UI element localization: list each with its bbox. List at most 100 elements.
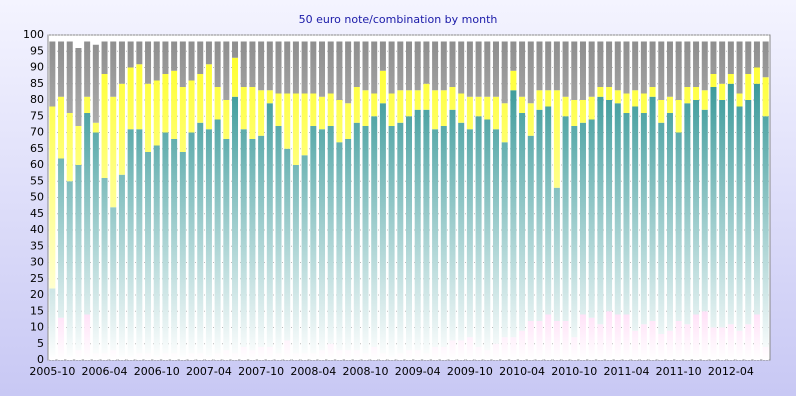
bar-segment (632, 41, 639, 91)
bar-segment (162, 74, 169, 133)
bar-segment (101, 353, 108, 360)
bar-segment (536, 90, 543, 110)
bar-segment (719, 41, 726, 84)
bar-segment (145, 353, 152, 360)
bar-segment (545, 314, 552, 360)
bar-segment (510, 337, 517, 360)
bar-segment (240, 87, 247, 130)
bar-segment (319, 96, 326, 130)
x-tick-label: 2009-04 (395, 365, 441, 378)
bar-segment (701, 311, 708, 360)
x-tick-label: 2007-04 (186, 365, 232, 378)
bar-segment (292, 353, 299, 360)
bar-segment (597, 324, 604, 360)
bar-segment (188, 132, 195, 354)
bar-segment (492, 41, 499, 97)
bar-segment (527, 135, 534, 321)
bar-segment (249, 87, 256, 139)
bar-segment (484, 41, 491, 97)
bar-segment (519, 41, 526, 97)
bar-segment (597, 41, 604, 87)
bar-segment (414, 41, 421, 91)
bar-segment (275, 41, 282, 94)
bar-segment (571, 126, 578, 338)
bar-segment (397, 122, 404, 354)
bar-segment (362, 353, 369, 360)
y-tick-label: 60 (30, 158, 44, 171)
bar-segment (136, 41, 143, 65)
bar-segment (649, 321, 656, 360)
bar-segment (310, 41, 317, 94)
bar-segment (179, 87, 186, 152)
bar-segment (162, 41, 169, 74)
chart-title: 50 euro note/combination by month (299, 13, 498, 26)
bar-segment (232, 353, 239, 360)
bar-segment (571, 100, 578, 126)
bar-segment (353, 350, 360, 360)
bar-segment (588, 96, 595, 120)
bar-segment (66, 356, 73, 360)
bar-segment (232, 96, 239, 354)
bar-segment (736, 330, 743, 360)
y-tick-label: 20 (30, 288, 44, 301)
bar-segment (49, 106, 56, 289)
bar-segment (240, 41, 247, 87)
bar-segment (753, 67, 760, 84)
bar-segment (118, 41, 125, 84)
bar-segment (545, 41, 552, 91)
bar-segment (579, 41, 586, 100)
bar-segment (727, 83, 734, 325)
bar-segment (406, 116, 412, 351)
bar-segment (710, 41, 717, 74)
bar-segment (197, 122, 204, 354)
bar-segment (449, 340, 456, 360)
bar-segment (675, 132, 682, 321)
bar-segment (432, 90, 439, 130)
bar-segment (101, 178, 108, 354)
bar-segment (336, 41, 343, 100)
bar-segment (501, 41, 508, 104)
bar-segment (153, 145, 160, 357)
bar-segment (588, 317, 595, 360)
bar-segment (284, 41, 291, 94)
bar-segment (440, 41, 447, 91)
bar-segment (458, 93, 465, 123)
bar-segment (92, 132, 99, 354)
bar-segment (284, 148, 291, 341)
bar-segment (701, 41, 708, 91)
bar-segment (649, 96, 656, 321)
bar-segment (371, 41, 378, 94)
bar-segment (275, 353, 282, 360)
bar-segment (301, 93, 308, 156)
bar-segment (223, 139, 230, 351)
bar-segment (258, 347, 265, 360)
bar-segment (545, 106, 552, 315)
bar-segment (423, 41, 430, 84)
bar-segment (388, 93, 395, 126)
bar-segment (301, 41, 308, 94)
bar-segment (727, 74, 734, 84)
bar-segment (606, 41, 613, 87)
bar-segment (423, 109, 430, 354)
bar-segment (536, 41, 543, 91)
bar-segment (292, 93, 299, 165)
bar-segment (562, 116, 569, 321)
bar-segment (553, 321, 560, 360)
bar-segment (223, 41, 230, 100)
bar-segment (710, 74, 717, 87)
bar-segment (249, 41, 256, 87)
bar-segment (49, 41, 56, 107)
bar-segment (719, 83, 726, 100)
bar-segment (223, 350, 230, 360)
bar-segment (118, 83, 125, 175)
bar-segment (275, 93, 282, 126)
y-tick-label: 65 (30, 142, 44, 155)
bar-segment (205, 64, 212, 130)
bar-segment (579, 314, 586, 360)
bar-segment (658, 100, 665, 123)
bar-segment (214, 353, 221, 360)
bar-segment (440, 347, 447, 360)
bar-segment (75, 350, 82, 360)
bar-segment (258, 135, 265, 347)
bar-segment (353, 122, 360, 351)
